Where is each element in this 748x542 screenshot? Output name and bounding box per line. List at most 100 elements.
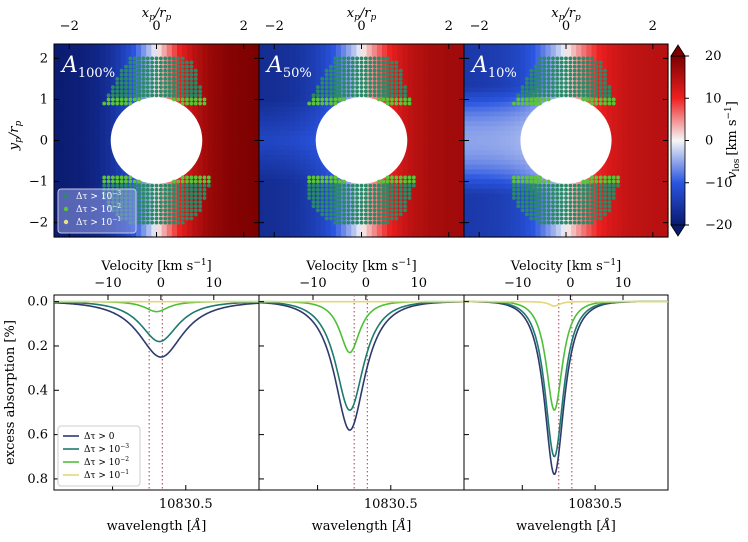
tau-dot: [307, 187, 312, 192]
heatmap-cell: [402, 222, 409, 228]
tau-dot: [185, 179, 189, 184]
heatmap-cell: [294, 72, 301, 79]
heatmap-cell: [223, 92, 229, 98]
heatmap-cell: [325, 193, 332, 199]
heatmap-cell: [284, 106, 291, 113]
heatmap-cell: [197, 121, 204, 127]
tau-dot: [180, 183, 185, 188]
heatmap-cell: [484, 68, 491, 74]
heatmap-cell: [330, 72, 337, 79]
heatmap-cell: [253, 92, 260, 98]
heatmap-cell: [412, 193, 419, 199]
tau-dot: [324, 212, 329, 217]
tau-dot: [359, 68, 364, 73]
heatmap-cell: [484, 87, 491, 93]
heatmap-cell: [207, 208, 214, 214]
heatmap-cell: [499, 208, 506, 214]
heatmap-cell: [361, 58, 368, 64]
heatmap-cell: [305, 193, 311, 199]
heatmap-cell: [243, 63, 250, 69]
heatmap-cell: [499, 232, 506, 238]
heatmap-cell: [125, 58, 132, 64]
heatmap-cell: [228, 193, 234, 199]
heatmap-cell: [325, 169, 332, 175]
heatmap-cell: [207, 111, 214, 117]
heatmap-cell: [428, 116, 434, 122]
heatmap-cell: [407, 159, 414, 166]
tau-dot: [141, 220, 146, 225]
heatmap-cell: [238, 97, 245, 103]
tau-dot: [381, 183, 386, 188]
heatmap-cell: [289, 227, 296, 233]
heatmap-cell: [458, 232, 465, 238]
heatmap-cell: [253, 174, 260, 180]
heatmap-cell: [274, 126, 281, 132]
heatmap-cell: [69, 77, 76, 84]
tau-dot: [407, 97, 412, 102]
label-part: /r: [7, 126, 22, 139]
heatmap-cell: [264, 130, 270, 137]
heatmap-cell: [458, 72, 465, 79]
heatmap-cell: [274, 101, 281, 108]
heatmap-cell: [218, 111, 224, 117]
heatmap-cell: [284, 203, 291, 209]
tau-dot: [385, 220, 390, 225]
heatmap-cell: [110, 111, 117, 117]
heatmap-cell: [294, 179, 301, 185]
tau-dot: [407, 191, 412, 196]
tau-dot: [119, 72, 124, 77]
tau-dot: [377, 89, 381, 94]
heatmap-cell: [448, 116, 455, 122]
heatmap-cell: [294, 53, 301, 60]
heatmap-cell: [300, 72, 306, 79]
heatmap-cell: [171, 217, 178, 224]
heatmap-cell: [105, 44, 111, 50]
heatmap-cell: [64, 116, 70, 122]
tau-dot: [329, 64, 333, 69]
heatmap-cell: [504, 130, 511, 137]
tau-dot: [329, 89, 333, 94]
tau-dot: [106, 183, 111, 188]
heatmap-cell: [269, 193, 275, 199]
heatmap-cell: [484, 82, 491, 89]
heatmap-cell: [499, 58, 506, 64]
heatmap-cell: [489, 212, 496, 219]
heatmap-cell: [284, 121, 291, 127]
heatmap-cell: [207, 145, 214, 151]
tau-dot: [385, 191, 390, 196]
heatmap-cell: [555, 82, 562, 89]
heatmap-cell: [310, 222, 316, 228]
heatmap-cell: [458, 193, 465, 199]
heatmap-cell: [305, 198, 311, 204]
heatmap-cell: [499, 87, 506, 93]
heatmap-cell: [228, 159, 234, 166]
heatmap-cell: [161, 53, 168, 60]
heatmap-cell: [535, 44, 542, 50]
heatmap-cell: [479, 227, 485, 233]
heatmap-cell: [115, 164, 122, 171]
heatmap-cell: [202, 159, 209, 166]
heatmap-cell: [474, 82, 480, 89]
heatmap-cell: [228, 174, 234, 180]
heatmap-cell: [248, 101, 255, 108]
label-part: /r: [153, 6, 166, 21]
tau-dot: [359, 196, 364, 200]
heatmap-cell: [259, 164, 265, 171]
heatmap-cell: [151, 222, 158, 228]
heatmap-cell: [433, 68, 439, 74]
heatmap-cell: [499, 159, 506, 166]
heatmap-cell: [356, 208, 363, 214]
tau-dot: [403, 179, 408, 184]
heatmap-cell: [259, 198, 265, 204]
heatmap-cell: [530, 193, 536, 199]
heatmap-cell: [202, 48, 209, 55]
heatmap-cell: [79, 44, 86, 50]
tau-dot: [363, 220, 368, 225]
heatmap-cell: [458, 116, 465, 122]
heatmap-cell: [289, 150, 296, 156]
heatmap-cell: [387, 203, 393, 209]
tau-dot: [324, 68, 329, 73]
heatmap-cell: [520, 232, 526, 238]
heatmap-cell: [366, 53, 373, 60]
heatmap-cell: [279, 222, 286, 228]
